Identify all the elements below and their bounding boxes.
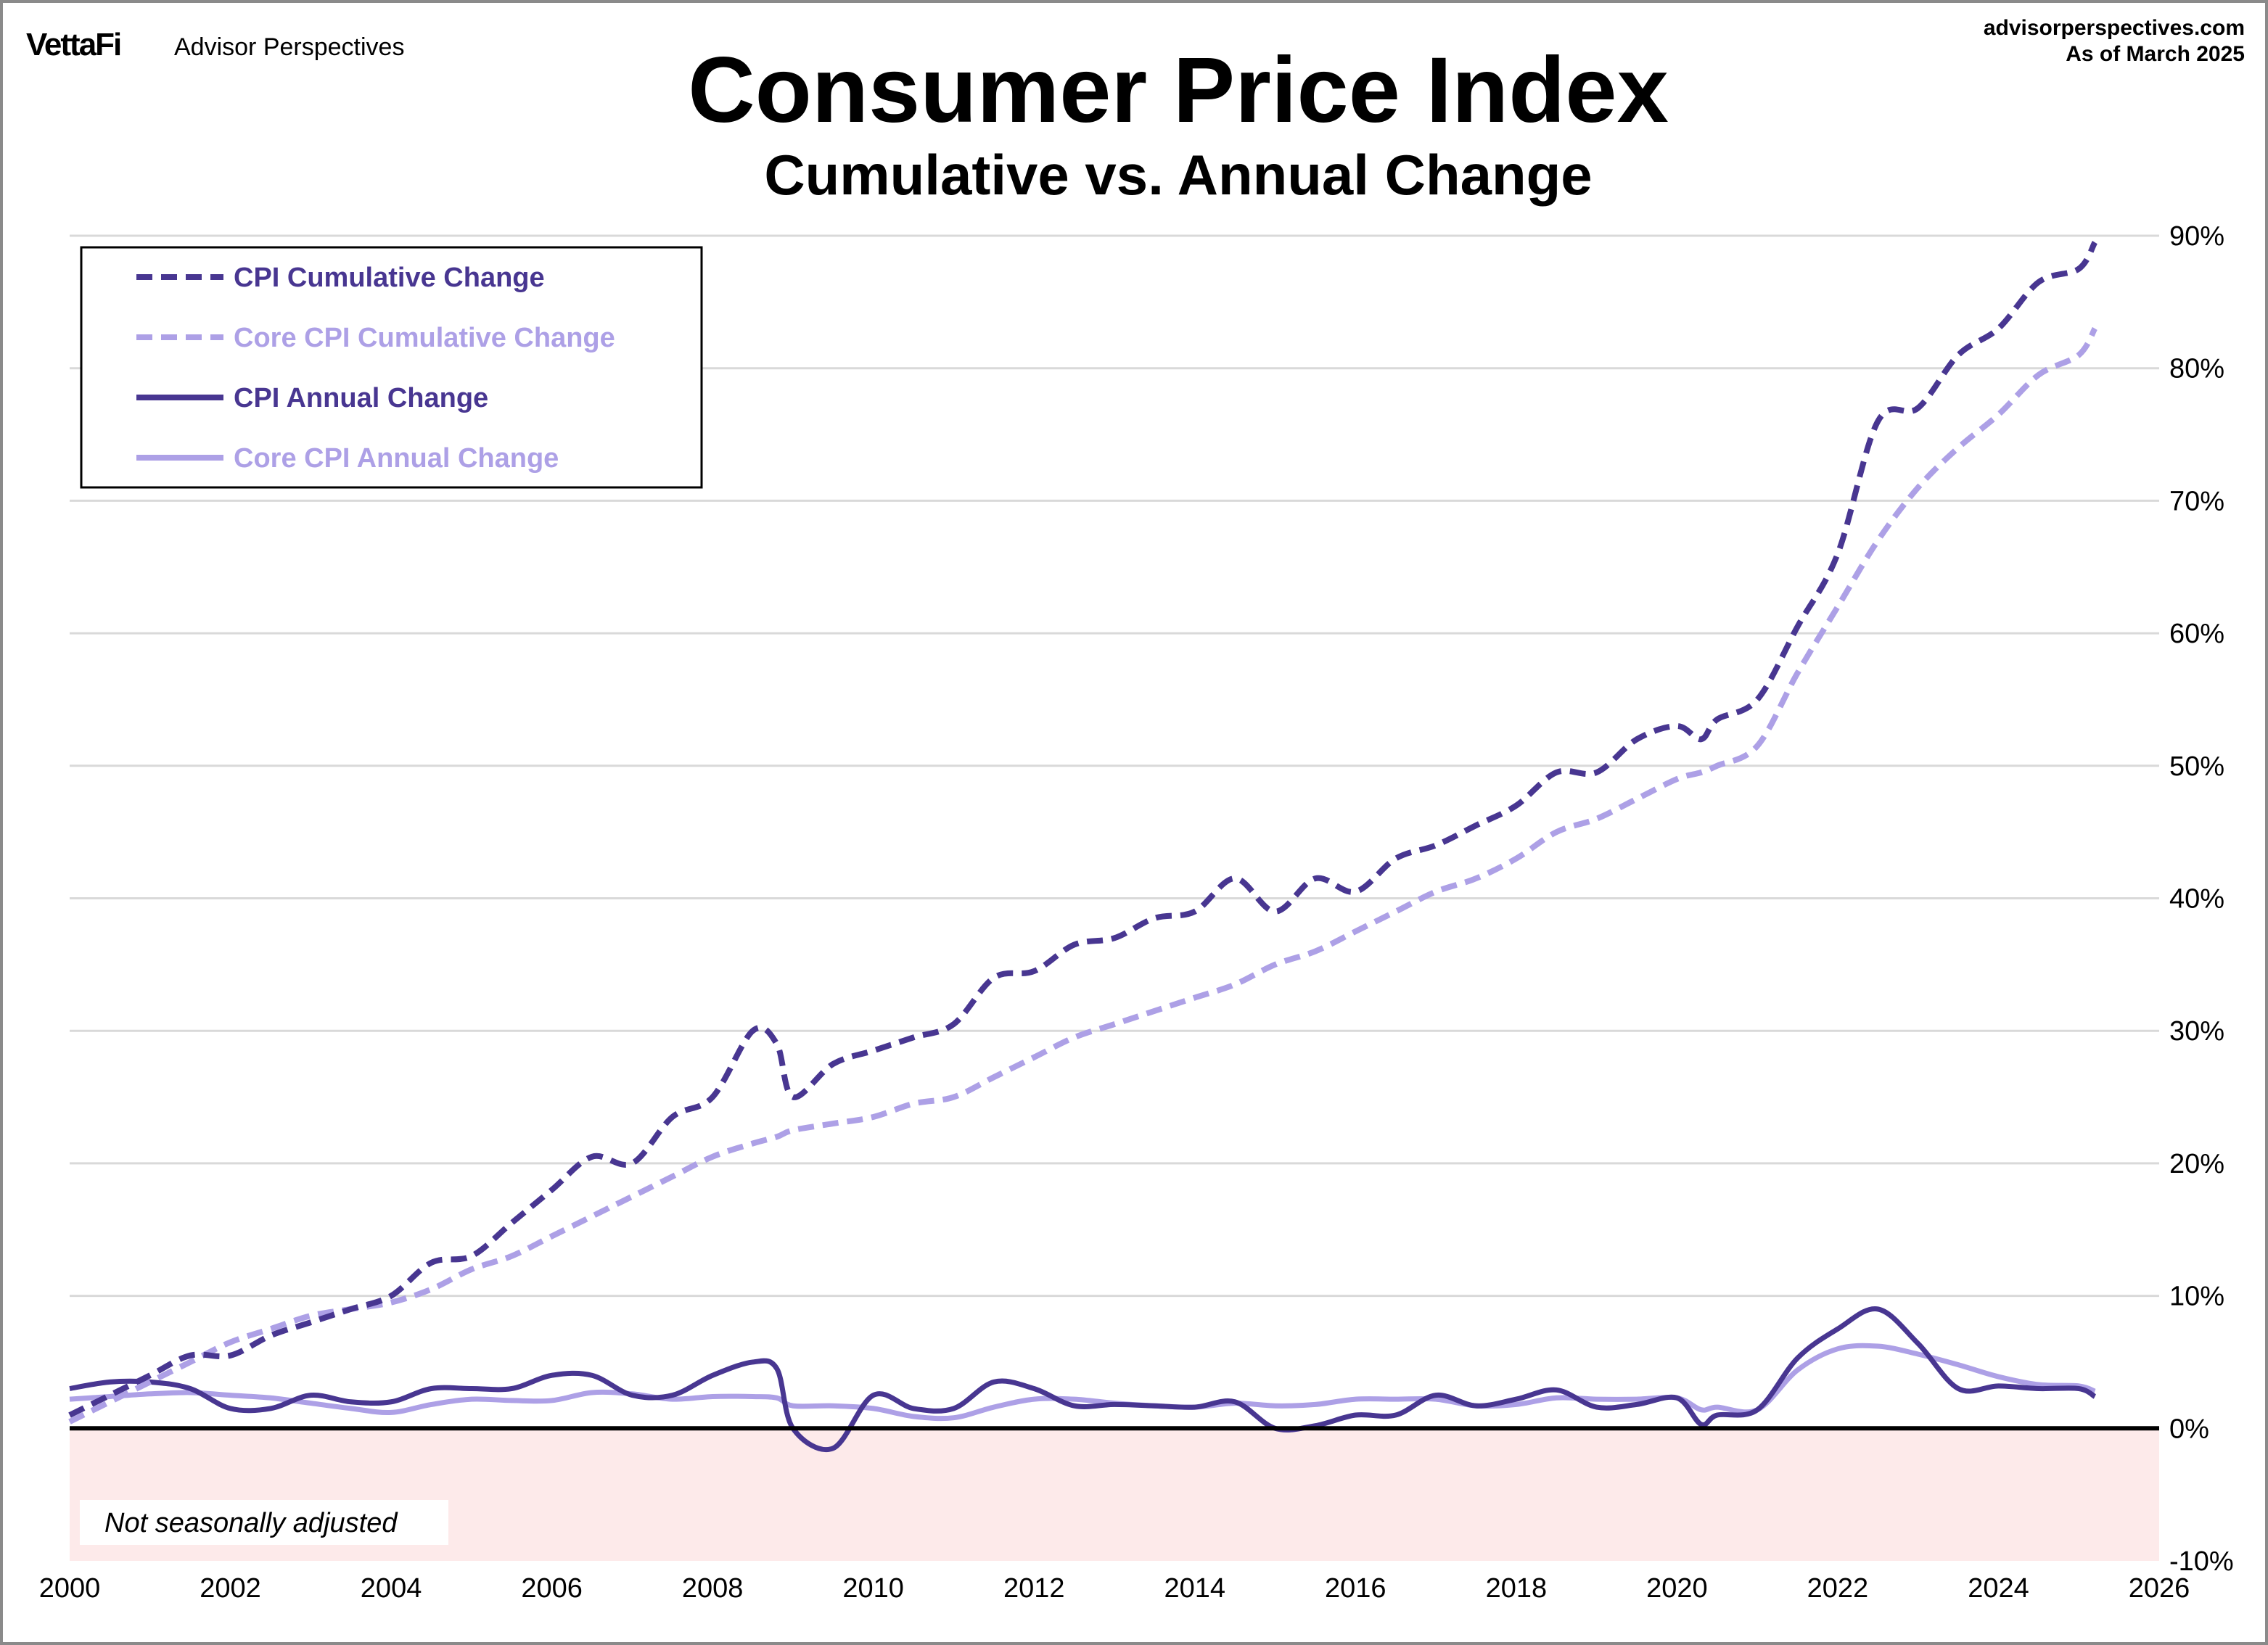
y-tick-label: 40% bbox=[2169, 884, 2224, 915]
y-tick-label: 0% bbox=[2169, 1414, 2209, 1444]
y-tick-label: 30% bbox=[2169, 1016, 2224, 1047]
brand-name: Advisor Perspectives bbox=[174, 33, 404, 61]
x-tick-label: 2004 bbox=[361, 1573, 422, 1604]
x-tick-label: 2020 bbox=[1646, 1573, 1708, 1604]
x-tick-label: 2010 bbox=[842, 1573, 904, 1604]
x-tick-label: 2008 bbox=[682, 1573, 744, 1604]
x-tick-label: 2000 bbox=[39, 1573, 101, 1604]
vettafi-logo: VettaFi bbox=[26, 27, 120, 62]
site-url: advisorperspectives.com bbox=[1984, 16, 2245, 40]
x-tick-label: 2014 bbox=[1164, 1573, 1225, 1604]
x-tick-label: 2006 bbox=[521, 1573, 583, 1604]
as-of-date: As of March 2025 bbox=[2066, 42, 2245, 66]
x-tick-label: 2016 bbox=[1325, 1573, 1386, 1604]
x-tick-label: 2012 bbox=[1003, 1573, 1065, 1604]
chart-subtitle: Cumulative vs. Annual Change bbox=[764, 143, 1592, 207]
legend-label: CPI Cumulative Change bbox=[234, 263, 545, 293]
legend-label: Core CPI Annual Change bbox=[234, 443, 559, 474]
legend-box bbox=[80, 246, 703, 489]
y-tick-label: 90% bbox=[2169, 221, 2224, 252]
legend-label: Core CPI Cumulative Change bbox=[234, 323, 615, 353]
y-tick-label: -10% bbox=[2169, 1546, 2234, 1577]
series-line-core-cpi-cumulative-change bbox=[68, 326, 2098, 1425]
series-line-cpi-annual-change bbox=[69, 1306, 2097, 1452]
y-tick-label: 70% bbox=[2169, 486, 2224, 516]
chart-title: Consumer Price Index bbox=[688, 38, 1669, 142]
legend-label: CPI Annual Change bbox=[234, 383, 488, 413]
y-tick-label: 20% bbox=[2169, 1149, 2224, 1179]
y-tick-label: 60% bbox=[2169, 619, 2224, 649]
y-tick-label: 50% bbox=[2169, 751, 2224, 782]
series-line-cpi-cumulative-change bbox=[68, 241, 2098, 1418]
y-tick-label: 80% bbox=[2169, 354, 2224, 384]
note-box bbox=[80, 1500, 448, 1545]
x-tick-label: 2026 bbox=[2129, 1573, 2190, 1604]
legend: CPI Cumulative Change Core CPI Cumulative… bbox=[80, 246, 703, 489]
note-text: Not seasonally adjusted bbox=[104, 1508, 398, 1538]
y-tick-label: 10% bbox=[2169, 1282, 2224, 1312]
x-tick-label: 2018 bbox=[1486, 1573, 1548, 1604]
x-tick-label: 2002 bbox=[200, 1573, 261, 1604]
x-tick-label: 2024 bbox=[1968, 1573, 2029, 1604]
x-tick-label: 2022 bbox=[1807, 1573, 1869, 1604]
